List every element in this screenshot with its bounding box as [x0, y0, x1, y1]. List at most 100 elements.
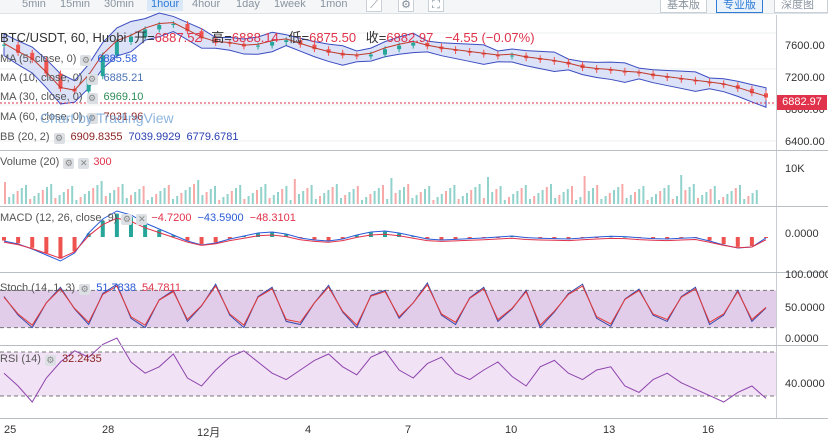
- volume-bar: [138, 189, 141, 204]
- close-icon[interactable]: ✕: [78, 158, 90, 169]
- volume-bar: [218, 200, 221, 204]
- volume-bar: [239, 185, 242, 204]
- stoch-axis[interactable]: 100.0000 50.0000 0.0000: [776, 269, 828, 345]
- volume-bar: [188, 187, 191, 204]
- high-value: 6888.14: [231, 30, 279, 45]
- macd-signal-value: −48.3101: [249, 212, 296, 224]
- rsi-axis[interactable]: 40.0000: [776, 346, 828, 418]
- volume-bar: [8, 197, 11, 204]
- macd-value: −43.5900: [197, 212, 244, 224]
- volume-bar: [272, 195, 275, 204]
- volume-bar: [650, 197, 653, 204]
- volume-bar: [608, 193, 611, 204]
- macd-hist-bar: [566, 237, 571, 239]
- draw-tool-icon[interactable]: ⟋: [366, 0, 382, 12]
- pane-separator[interactable]: [0, 345, 828, 346]
- timeframe-1hour[interactable]: 1hour: [147, 0, 184, 11]
- gear-icon[interactable]: ⚙: [86, 113, 98, 124]
- macd-hist-bar: [58, 237, 63, 259]
- stoch-d-value: 54.7811: [141, 282, 181, 294]
- rsi-legend[interactable]: RSI (14) ⚙ 32.2435: [0, 353, 102, 366]
- volume-bar: [470, 190, 473, 204]
- view-pro-button[interactable]: 专业版: [716, 0, 763, 13]
- volume-bar: [331, 187, 334, 204]
- date-label: 28: [102, 424, 115, 436]
- candle-body: [284, 40, 289, 42]
- volume-bar: [71, 186, 74, 204]
- timeframe-1day[interactable]: 1day: [236, 0, 260, 10]
- gear-icon[interactable]: ⚙: [86, 93, 98, 104]
- volume-bar: [440, 194, 443, 204]
- gear-icon[interactable]: ⚙: [86, 74, 98, 85]
- macd-hist-bar: [453, 237, 458, 240]
- volume-bar: [394, 193, 397, 204]
- volume-bar: [545, 187, 548, 204]
- volume-bar: [604, 196, 607, 204]
- gear-icon[interactable]: ⚙: [80, 55, 92, 66]
- pane-separator[interactable]: [0, 206, 828, 207]
- timeframe-1week[interactable]: 1week: [274, 0, 306, 10]
- volume-bar: [554, 198, 557, 204]
- view-basic-button[interactable]: 基本版: [660, 0, 707, 13]
- volume-bar: [436, 197, 439, 204]
- gear-icon[interactable]: ⚙: [63, 158, 75, 169]
- volume-axis[interactable]: 10K: [776, 151, 828, 206]
- close-icon[interactable]: ✕: [136, 214, 148, 225]
- ma30-legend[interactable]: MA (30, close, 0) ⚙ 6969.10: [0, 91, 143, 104]
- candle-body: [368, 54, 373, 57]
- settings-icon[interactable]: ⚙: [398, 0, 414, 12]
- volume-bar: [474, 187, 477, 204]
- gear-icon[interactable]: ⚙: [121, 214, 133, 225]
- ma60-legend[interactable]: MA (60, close, 0) ⚙ 7031.96: [0, 111, 143, 124]
- bb-legend[interactable]: BB (20, 2) ⚙ 6909.8355 7039.9929 6779.6781: [0, 131, 239, 144]
- price-tick: 7600.00: [785, 40, 825, 52]
- volume-bar: [709, 189, 712, 204]
- pane-separator[interactable]: [0, 150, 828, 151]
- timeframe-4hour[interactable]: 4hour: [192, 0, 221, 10]
- volume-bar: [92, 188, 95, 204]
- close-label: 收=: [365, 30, 387, 45]
- volume-bar: [512, 194, 515, 204]
- volume-bar: [592, 188, 594, 204]
- timeframe-30min[interactable]: 30min: [104, 0, 134, 10]
- volume-bar: [629, 195, 632, 204]
- volume-legend[interactable]: Volume (20) ⚙ ✕ 300: [0, 156, 112, 169]
- gear-icon[interactable]: ⚙: [53, 133, 65, 144]
- volume-bar: [692, 184, 695, 204]
- volume-bar: [281, 189, 284, 204]
- macd-axis[interactable]: 0.0000: [776, 207, 828, 272]
- ma5-legend[interactable]: MA (5, close, 0) ⚙ 6885.58: [0, 53, 137, 66]
- volume-bar: [96, 185, 99, 204]
- rsi-label: RSI (14): [0, 353, 41, 365]
- rsi-line: [3, 337, 767, 403]
- ma10-legend[interactable]: MA (10, close, 0) ⚙ 6885.21: [0, 72, 143, 85]
- macd-legend[interactable]: MACD (12, 26, close, 9) ⚙ ✕ −4.7200 −43.5900…: [0, 212, 296, 225]
- candle-body: [312, 44, 317, 50]
- stoch-k-line: [3, 281, 767, 329]
- stoch-legend[interactable]: Stoch (14, 1, 3) ⚙ 51.7838 54.7811: [0, 282, 181, 295]
- volume-bar: [88, 191, 90, 204]
- candle-body: [129, 36, 133, 42]
- volume-bar: [306, 188, 309, 204]
- gear-icon[interactable]: ⚙: [44, 355, 56, 366]
- macd-hist-bar: [721, 237, 726, 245]
- price-axis[interactable]: 7600.00 7200.00 6800.00 6400.00: [776, 15, 828, 150]
- volume-bar: [100, 181, 103, 204]
- volume-bar: [659, 191, 662, 204]
- volume-bar: [214, 186, 216, 204]
- gear-icon[interactable]: ⚙: [79, 284, 91, 295]
- timeframe-5min[interactable]: 5min: [22, 0, 46, 10]
- volume-bar: [340, 198, 342, 204]
- candle-body: [199, 31, 204, 39]
- volume-bar: [104, 196, 107, 204]
- macd-hist-bar: [2, 237, 6, 241]
- volume-bar: [365, 197, 368, 204]
- volume-bar: [625, 198, 628, 204]
- macd-hist-bar: [622, 236, 627, 238]
- timeframe-1mon[interactable]: 1mon: [320, 0, 348, 10]
- symbol-title[interactable]: BTC/USDT, 60, Huobi: [0, 30, 127, 45]
- timeframe-15min[interactable]: 15min: [60, 0, 90, 10]
- fullscreen-icon[interactable]: ⛶: [428, 0, 444, 12]
- pane-separator[interactable]: [0, 272, 828, 273]
